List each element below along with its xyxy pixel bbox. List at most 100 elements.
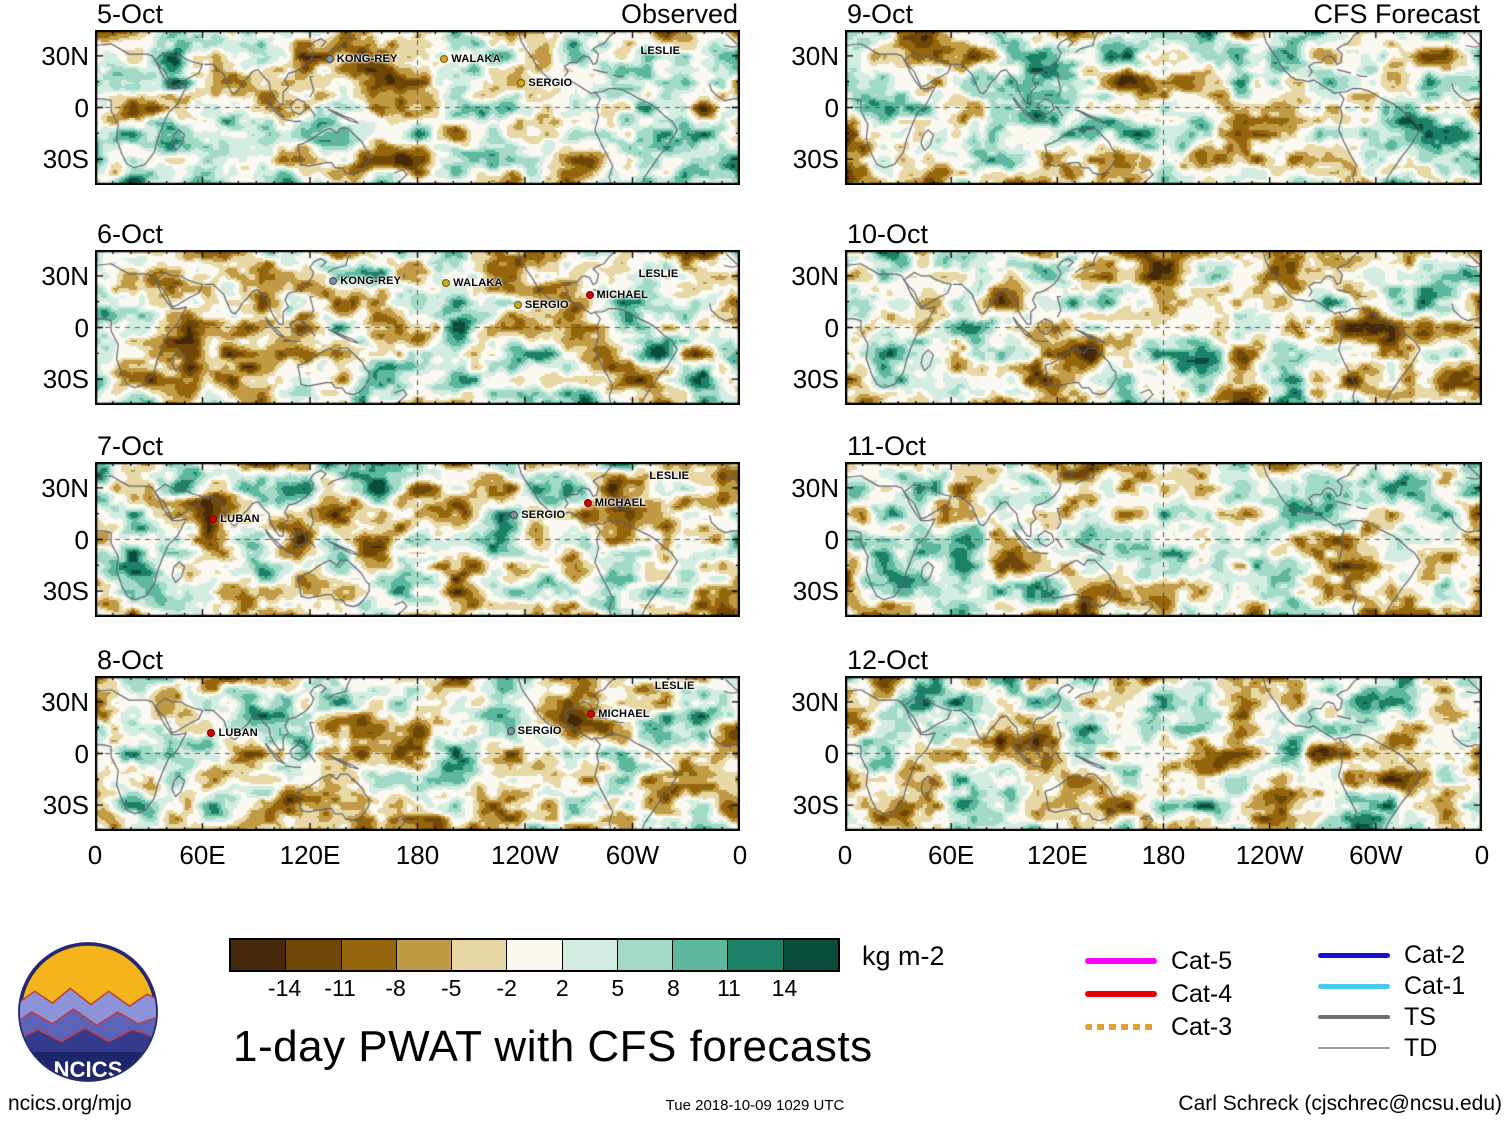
map-panel-10-oct bbox=[845, 250, 1482, 405]
x-axis-label: 0 bbox=[732, 840, 748, 870]
x-axis-label: 180 bbox=[1141, 840, 1186, 870]
footer-credit: Carl Schreck (cjschrec@ncsu.edu) bbox=[1178, 1092, 1502, 1115]
legend-label: TD bbox=[1404, 1034, 1438, 1062]
colorbar-segment bbox=[341, 940, 397, 970]
colorbar-segment bbox=[617, 940, 674, 970]
y-axis-label: 30N bbox=[41, 472, 89, 503]
colorbar-segment bbox=[231, 940, 287, 970]
panel-date-label: 8-Oct bbox=[97, 645, 164, 675]
pwat-anomaly-map bbox=[845, 676, 1482, 831]
panel-header-11-oct: 11-Oct bbox=[845, 431, 1482, 461]
ncics-logo: NCICS bbox=[18, 942, 158, 1082]
footer-timestamp: Tue 2018-10-09 1029 UTC bbox=[665, 1097, 845, 1114]
legend-label: Cat-3 bbox=[1171, 1013, 1233, 1041]
colorbar-segment bbox=[673, 940, 729, 970]
legend-item-cat-2: Cat-2 bbox=[1318, 942, 1465, 968]
x-axis-label: 60E bbox=[928, 840, 975, 870]
colorbar-segment bbox=[396, 940, 453, 970]
colorbar-segment bbox=[507, 940, 563, 970]
x-axis-label: 0 bbox=[837, 840, 853, 870]
logo-mountains: NCICS bbox=[19, 987, 157, 1082]
pwat-anomaly-map bbox=[845, 30, 1482, 185]
panel-date-label: 6-Oct bbox=[97, 219, 164, 249]
colorbar-segment bbox=[562, 940, 618, 970]
colorbar-tick-label: 11 bbox=[716, 975, 741, 1001]
colorbar-tick-label: 8 bbox=[666, 975, 680, 1001]
legend-line-swatch bbox=[1318, 952, 1390, 958]
panel-date-label: 9-Oct bbox=[847, 0, 914, 29]
legend-label: Cat-2 bbox=[1404, 941, 1466, 969]
map-panel-12-oct bbox=[845, 676, 1482, 831]
figure-title: 1-day PWAT with CFS forecasts bbox=[233, 1022, 873, 1071]
colorbar-units-label: kg m-2 bbox=[862, 941, 945, 971]
x-axis-label: 120E bbox=[1026, 840, 1088, 870]
y-axis-label: 30S bbox=[792, 144, 839, 175]
colorbar-tick-label: 14 bbox=[771, 975, 798, 1001]
y-axis-label: 30S bbox=[42, 144, 89, 175]
panel-date-label: 10-Oct bbox=[847, 219, 929, 249]
x-axis-label: 120W bbox=[491, 840, 559, 870]
y-axis-label: 30S bbox=[42, 790, 89, 821]
map-panel-7-oct: LUBAN SERGIO MICHAEL LESLIE bbox=[95, 462, 740, 617]
panel-corner-label: Observed bbox=[620, 0, 738, 29]
panel-date-label: 7-Oct bbox=[97, 431, 164, 461]
x-axis-label: 60E bbox=[179, 840, 226, 870]
legend-item-cat-5: Cat-5 bbox=[1085, 948, 1232, 974]
map-panel-9-oct bbox=[845, 30, 1482, 185]
colorbar-tick-label: 2 bbox=[555, 975, 569, 1001]
y-axis-label: 30S bbox=[792, 576, 839, 607]
panel-header-5-oct: 5-Oct Observed bbox=[95, 0, 740, 29]
pwat-anomaly-map bbox=[845, 462, 1482, 617]
pwat-anomaly-map bbox=[845, 250, 1482, 405]
legend-item-ts: TS bbox=[1318, 1004, 1436, 1030]
y-axis-label: 30N bbox=[41, 686, 89, 717]
logo-text: NCICS bbox=[53, 1057, 122, 1082]
colorbar-segment bbox=[728, 940, 784, 970]
map-panel-11-oct bbox=[845, 462, 1482, 617]
legend-label: Cat-4 bbox=[1171, 980, 1233, 1008]
colorbar-tick-label: -11 bbox=[324, 975, 356, 1001]
y-axis-label: 30N bbox=[791, 472, 839, 503]
panel-header-7-oct: 7-Oct bbox=[95, 431, 740, 461]
colorbar bbox=[229, 938, 840, 972]
y-axis-label: 0 bbox=[74, 312, 89, 343]
y-axis-label: 30S bbox=[42, 364, 89, 395]
y-axis-label: 0 bbox=[74, 92, 89, 123]
y-axis-label: 30N bbox=[41, 260, 89, 291]
y-axis-label: 0 bbox=[74, 738, 89, 769]
colorbar-segment bbox=[452, 940, 508, 970]
legend-line-swatch bbox=[1085, 1024, 1157, 1030]
y-axis-label: 30S bbox=[792, 364, 839, 395]
pwat-anomaly-map bbox=[95, 250, 740, 405]
panel-header-8-oct: 8-Oct bbox=[95, 645, 740, 675]
y-axis-label: 30S bbox=[42, 576, 89, 607]
x-axis-label: 180 bbox=[395, 840, 440, 870]
y-axis-label: 0 bbox=[824, 738, 839, 769]
y-axis-label: 0 bbox=[824, 312, 839, 343]
legend-line-swatch bbox=[1318, 1047, 1390, 1049]
y-axis-label: 30N bbox=[791, 40, 839, 71]
map-panel-5-oct: KONG-REY WALAKA SERGIO LESLIE bbox=[95, 30, 740, 185]
panel-header-9-oct: 9-Oct CFS Forecast bbox=[845, 0, 1482, 29]
x-axis-label: 120W bbox=[1235, 840, 1304, 870]
y-axis-label: 30N bbox=[41, 40, 89, 71]
legend-label: Cat-1 bbox=[1404, 972, 1466, 1000]
legend-item-cat-3: Cat-3 bbox=[1085, 1014, 1232, 1040]
panel-date-label: 12-Oct bbox=[847, 645, 929, 675]
legend-item-cat-4: Cat-4 bbox=[1085, 981, 1232, 1007]
legend-label: Cat-5 bbox=[1171, 947, 1233, 975]
panel-header-12-oct: 12-Oct bbox=[845, 645, 1482, 675]
pwat-anomaly-map bbox=[95, 30, 740, 185]
legend-item-cat-1: Cat-1 bbox=[1318, 973, 1465, 999]
legend-line-swatch bbox=[1085, 991, 1157, 997]
panel-header-6-oct: 6-Oct bbox=[95, 219, 740, 249]
colorbar-tick-label: -2 bbox=[496, 975, 517, 1001]
legend-line-swatch bbox=[1318, 1015, 1390, 1019]
x-axis-label: 60W bbox=[1349, 840, 1403, 870]
x-axis-label: 60W bbox=[605, 840, 660, 870]
panel-date-label: 11-Oct bbox=[847, 431, 927, 461]
pwat-anomaly-map bbox=[95, 676, 740, 831]
legend-item-td: TD bbox=[1318, 1035, 1437, 1061]
y-axis-label: 0 bbox=[74, 524, 89, 555]
x-axis-label: 0 bbox=[1474, 840, 1490, 870]
